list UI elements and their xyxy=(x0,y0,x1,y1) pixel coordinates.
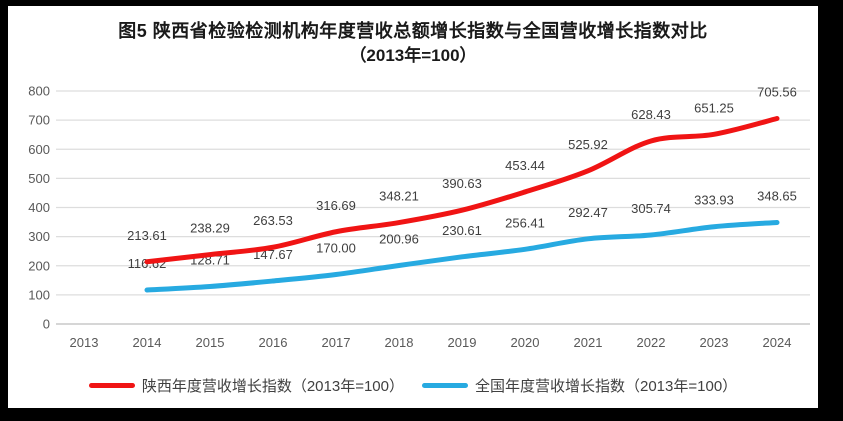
data-label: 263.53 xyxy=(253,213,293,228)
x-tick-label: 2014 xyxy=(133,335,162,350)
y-tick-label: 0 xyxy=(43,317,50,332)
y-tick-label: 200 xyxy=(28,258,50,273)
chart-title-line2: （2013年=100） xyxy=(349,46,477,65)
data-label: 348.65 xyxy=(757,188,797,203)
data-label: 213.61 xyxy=(127,228,167,243)
data-label: 705.56 xyxy=(757,85,797,100)
y-tick-label: 100 xyxy=(28,287,50,302)
data-label: 348.21 xyxy=(379,189,419,204)
data-label: 256.41 xyxy=(505,215,545,230)
y-tick-label: 500 xyxy=(28,171,50,186)
data-label: 651.25 xyxy=(694,100,734,115)
x-tick-label: 2017 xyxy=(322,335,351,350)
series-line-shaanxi xyxy=(144,116,780,265)
data-label: 200.96 xyxy=(379,231,419,246)
legend-item-shaanxi: 陕西年度营收增长指数（2013年=100） xyxy=(88,375,404,396)
y-tick-label: 800 xyxy=(28,84,50,99)
data-label: 333.93 xyxy=(694,193,734,208)
data-label: 170.00 xyxy=(316,240,356,255)
x-tick-label: 2021 xyxy=(574,335,603,350)
x-tick-label: 2018 xyxy=(385,335,414,350)
y-tick-label: 400 xyxy=(28,200,50,215)
legend-line-swatch xyxy=(422,382,468,388)
x-tick-label: 2019 xyxy=(448,335,477,350)
data-label: 316.69 xyxy=(316,198,356,213)
legend-label: 全国年度营收增长指数（2013年=100） xyxy=(475,377,738,395)
data-label: 628.43 xyxy=(631,107,671,122)
x-tick-label: 2024 xyxy=(763,335,792,350)
x-tick-label: 2015 xyxy=(196,335,225,350)
series-line-national xyxy=(144,219,780,293)
legend-label: 陕西年度营收增长指数（2013年=100） xyxy=(141,377,404,395)
legend-item-national: 全国年度营收增长指数（2013年=100） xyxy=(422,375,737,396)
legend-line-swatch xyxy=(88,382,135,388)
y-tick-label: 300 xyxy=(28,229,50,244)
x-tick-label: 2016 xyxy=(259,335,288,350)
x-tick-label: 2022 xyxy=(637,335,666,350)
data-label: 453.44 xyxy=(505,158,545,173)
chart-title: 图5 陕西省检验检测机构年度营收总额增长指数与全国营收增长指数对比 （2013年… xyxy=(8,18,818,68)
data-label: 230.61 xyxy=(442,223,482,238)
data-label: 525.92 xyxy=(568,137,608,152)
x-tick-label: 2013 xyxy=(70,335,99,350)
data-label: 390.63 xyxy=(442,176,482,191)
y-tick-label: 600 xyxy=(28,142,50,157)
data-label: 292.47 xyxy=(568,205,608,220)
chart-title-line1: 图5 陕西省检验检测机构年度营收总额增长指数与全国营收增长指数对比 xyxy=(118,21,708,41)
legend: 陕西年度营收增长指数（2013年=100） 全国年度营收增长指数（2013年=10… xyxy=(8,372,818,398)
data-label: 238.29 xyxy=(190,221,230,236)
x-tick-label: 2023 xyxy=(700,335,729,350)
plot-area: 0 100 200 300 400 500 600 700 800 2013 2014 2015 201… xyxy=(28,84,810,350)
y-tick-label: 700 xyxy=(28,113,50,128)
chart-canvas: 0 100 200 300 400 500 600 700 800 2013 2014 2015 201… xyxy=(8,6,818,408)
data-label: 305.74 xyxy=(631,201,671,216)
x-tick-label: 2020 xyxy=(511,335,540,350)
